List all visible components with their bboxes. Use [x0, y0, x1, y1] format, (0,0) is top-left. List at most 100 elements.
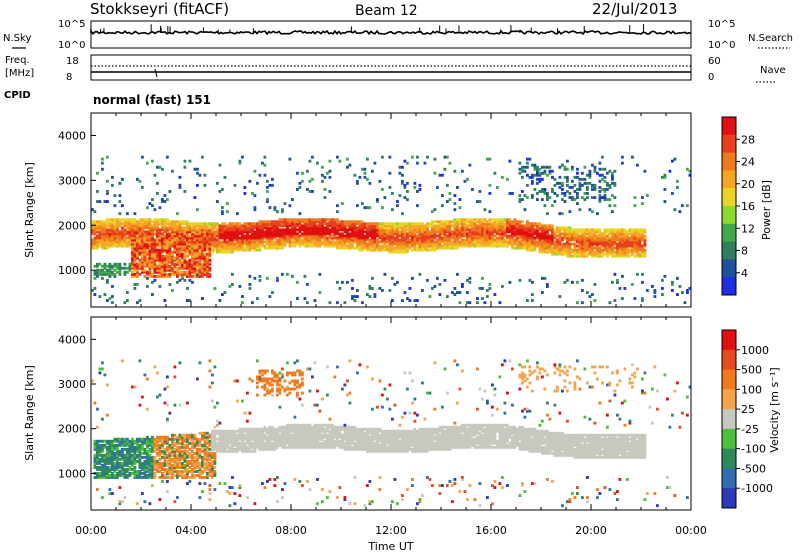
echo-cell — [406, 297, 409, 300]
echo-cell — [366, 206, 369, 209]
echo-cell — [221, 293, 224, 296]
echo-cell — [559, 212, 562, 215]
echo-cell — [301, 218, 304, 221]
echo-cell — [451, 220, 454, 223]
echo-cell — [156, 218, 159, 221]
echo-cell — [574, 228, 577, 231]
echo-cell — [166, 156, 169, 159]
echo-cell — [484, 218, 487, 221]
echo-cell — [376, 198, 379, 201]
echo-cell — [531, 180, 534, 183]
echo-cell — [281, 208, 284, 211]
echo-cell — [416, 299, 419, 302]
echo-cell — [321, 180, 324, 183]
echo-cell — [671, 192, 674, 195]
echo-cell — [679, 285, 682, 288]
echo-cell — [116, 271, 119, 274]
echo-cell — [396, 222, 399, 225]
echo-cell — [209, 222, 212, 225]
echo-cell — [296, 232, 299, 235]
echo-cell — [169, 476, 172, 479]
echo-cell — [99, 372, 102, 375]
echo-cell — [129, 218, 132, 221]
echo-cell — [164, 194, 167, 197]
echo-cell — [159, 498, 162, 501]
echo-cell — [159, 249, 162, 252]
echo-cell — [469, 277, 472, 280]
echo-cell — [171, 289, 174, 292]
echo-cell — [661, 287, 664, 290]
echo-cell — [366, 158, 369, 161]
echo-cell — [126, 237, 129, 240]
echo-cell — [281, 273, 284, 276]
echo-cell — [636, 164, 639, 167]
echo-cell — [574, 176, 577, 179]
echo-cell — [149, 218, 152, 221]
echo-cell — [514, 218, 517, 221]
echo-cell — [94, 277, 97, 280]
echo-cell — [641, 297, 644, 300]
echo-cell — [189, 470, 192, 473]
echo-cell — [96, 263, 99, 266]
echo-cell — [526, 220, 529, 223]
echo-cell — [154, 456, 157, 459]
echo-cell — [179, 220, 182, 223]
echo-cell — [264, 241, 267, 244]
echo-cell — [476, 224, 479, 227]
echo-cell — [296, 281, 299, 284]
echo-cell — [359, 176, 362, 179]
echo-cell — [234, 243, 237, 246]
echo-cell — [599, 162, 602, 165]
echo-cell — [101, 418, 104, 421]
echo-cell — [131, 271, 134, 274]
echo-cell — [234, 184, 237, 187]
echo-cell — [144, 438, 147, 441]
echo-cell — [439, 220, 442, 223]
echo-cell — [204, 222, 207, 225]
echo-cell — [446, 156, 449, 159]
echo-cell — [254, 230, 257, 233]
echo-cell — [166, 460, 169, 463]
echo-cell — [366, 178, 369, 181]
echo-cell — [431, 210, 434, 213]
echo-cell — [444, 279, 447, 282]
echo-cell — [136, 237, 139, 240]
echo-cell — [174, 474, 177, 477]
echo-cell — [439, 293, 442, 296]
echo-cell — [124, 454, 127, 457]
echo-cell — [186, 287, 189, 290]
echo-cell — [434, 158, 437, 161]
echo-cell — [266, 180, 269, 183]
echo-cell — [379, 180, 382, 183]
echo-cell — [369, 206, 372, 209]
echo-cell — [94, 293, 97, 296]
echo-cell — [586, 192, 589, 195]
echo-cell — [269, 220, 272, 223]
echo-cell — [611, 281, 614, 284]
echo-cell — [306, 283, 309, 286]
echo-cell — [346, 245, 349, 248]
echo-cell — [576, 176, 579, 179]
echo-cell — [554, 228, 557, 231]
echo-cell — [379, 245, 382, 248]
echo-cell — [451, 291, 454, 294]
nave-label: Nave — [760, 65, 786, 76]
echo-cell — [121, 267, 124, 270]
echo-cell — [154, 208, 157, 211]
echo-cell — [164, 299, 167, 302]
echo-cell — [106, 440, 109, 443]
echo-cell — [524, 170, 527, 173]
echo-cell — [189, 222, 192, 225]
echo-cell — [434, 224, 437, 227]
echo-cell — [606, 198, 609, 201]
echo-cell — [314, 218, 317, 221]
echo-cell — [139, 299, 142, 302]
echo-cell — [169, 452, 172, 455]
echo-cell — [679, 210, 682, 213]
echo-cell — [209, 273, 212, 276]
echo-cell — [434, 220, 437, 223]
echo-cell — [341, 202, 344, 205]
echo-cell — [199, 174, 202, 177]
echo-cell — [364, 235, 367, 238]
